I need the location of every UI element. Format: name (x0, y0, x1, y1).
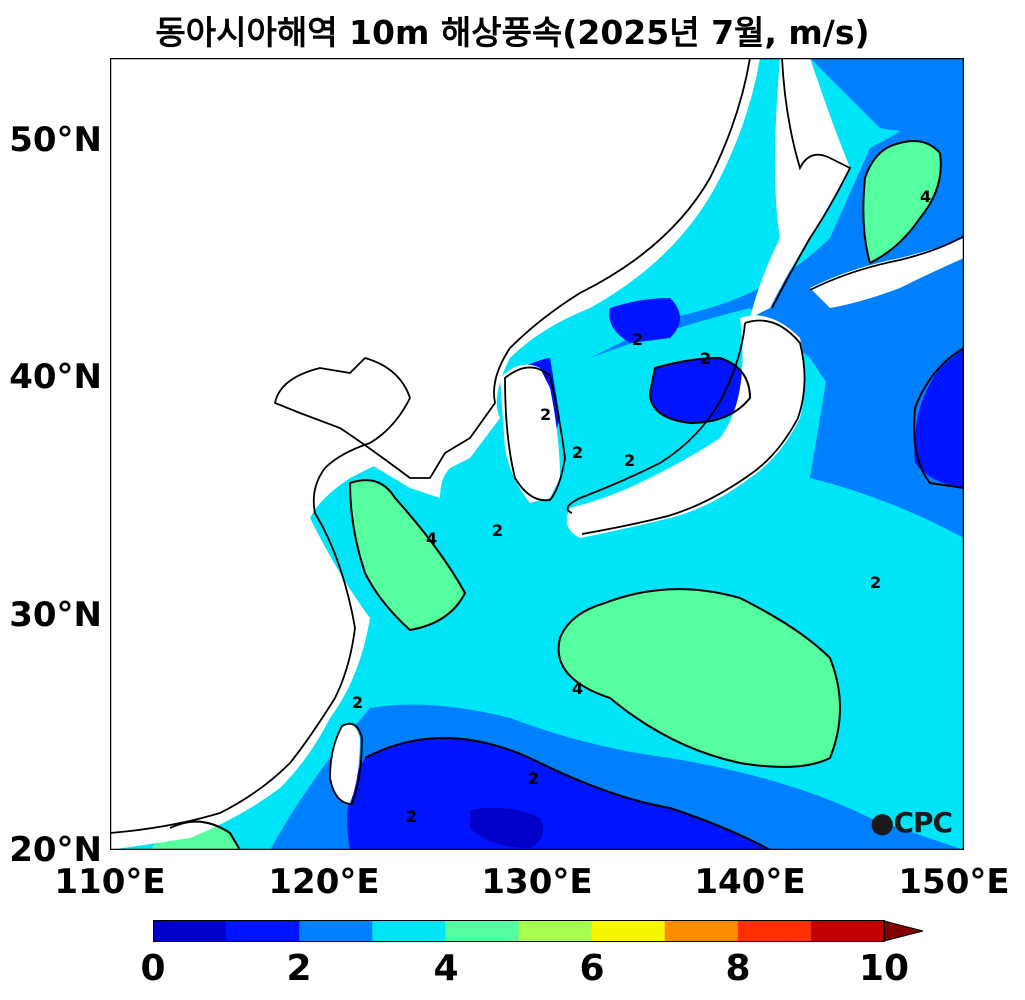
colorbar-cell (153, 921, 227, 941)
contour-label: 4 (426, 529, 437, 548)
coast-china (110, 397, 411, 834)
coast-taiwan (329, 722, 363, 805)
colorbar (153, 920, 924, 942)
field-4-5-okhotsk (863, 140, 941, 263)
land-sakhalin (750, 58, 850, 318)
contour-label: 2 (352, 693, 363, 712)
coast-japan-seaside (566, 322, 746, 514)
contour-4-pacific (557, 588, 841, 768)
field-1-2-south (347, 738, 770, 850)
colorbar-cell (664, 921, 739, 941)
wind-speed-map: 2 2 2 2 2 2 2 2 2 2 4 4 4 (110, 58, 964, 850)
field-2-3-north (810, 58, 964, 132)
coast-japan-pacific (581, 319, 806, 535)
contour-label: 2 (540, 405, 551, 424)
colorbar-cell (372, 921, 446, 941)
contour-label: 2 (870, 573, 881, 592)
contour-label: 2 (406, 807, 417, 826)
colorbar-cells (153, 920, 924, 942)
colorbar-cell (226, 921, 300, 941)
field-4-5-pacific (558, 589, 840, 767)
field-4-5-ecs (350, 480, 465, 630)
contour-2-south (364, 737, 771, 850)
lat-label-20n: 20°N (9, 830, 102, 870)
cpc-logo: ●CPC (870, 806, 953, 839)
lon-label-150e: 150°E (898, 862, 1010, 902)
contour-label-group: 2 2 2 2 2 2 2 2 2 2 4 4 4 (352, 187, 931, 826)
colorbar-label: 2 (286, 948, 312, 989)
lat-label-30n: 30°N (9, 595, 102, 635)
colorbar-label: 0 (140, 948, 166, 989)
land-asia (110, 58, 760, 850)
map-title: 동아시아해역 10m 해상풍속(2025년 7월, m/s) (155, 13, 870, 52)
lon-label-120e: 120°E (268, 862, 380, 902)
coast-mainland (273, 58, 751, 479)
contours (169, 140, 964, 850)
field-1-2-pacific (914, 348, 964, 488)
contour-label: 2 (492, 521, 503, 540)
coast-korea (504, 366, 566, 502)
lon-label-130e: 130°E (481, 862, 593, 902)
land-taiwan (330, 724, 360, 803)
colorbar-cell (518, 921, 593, 941)
colorbar-cell (299, 921, 373, 941)
cpc-logo-text: CPC (893, 806, 953, 839)
field-0-1 (470, 807, 544, 848)
lat-label-50n: 50°N (9, 120, 102, 160)
map-frame: 2 2 2 2 2 2 2 2 2 2 4 4 4 (110, 58, 964, 850)
contour-label: 2 (624, 451, 635, 470)
lon-label-110e: 110°E (54, 862, 166, 902)
contour-label: 4 (572, 679, 583, 698)
contour-4-okhotsk (862, 140, 942, 265)
coastlines (110, 58, 964, 834)
colorbar-label: 10 (858, 948, 910, 989)
contour-label: 2 (528, 769, 539, 788)
colorbar-cell (591, 921, 666, 941)
colorbar-cell (810, 921, 885, 941)
field-1-2-eastsea (650, 358, 750, 423)
contour-label: 2 (632, 330, 643, 349)
map-border (110, 58, 964, 850)
colorbar-extend-arrow (883, 920, 924, 942)
contour-label: 4 (920, 187, 931, 206)
contour-4-ecs (348, 479, 467, 632)
land-kuril (810, 238, 964, 308)
lon-label-140e: 140°E (694, 862, 806, 902)
colorbar-cell (445, 921, 519, 941)
contour-4-scs (169, 820, 241, 850)
colorbar-outline (153, 920, 885, 942)
contour-label: 2 (700, 349, 711, 368)
colorbar-label: 6 (579, 948, 605, 989)
contour-2-eastsea (648, 356, 752, 425)
colorbar-cell (737, 921, 812, 941)
lat-label-40n: 40°N (9, 357, 102, 397)
cpc-logo-ring: ● (870, 806, 894, 839)
coast-kuril (809, 235, 964, 291)
land-korea (500, 364, 560, 503)
coast-sakhalin (771, 58, 852, 309)
field-1-2-eastsea-n (609, 298, 680, 343)
colorbar-label: 8 (725, 948, 751, 989)
contour-label: 2 (572, 443, 583, 462)
colorbar-label: 4 (433, 948, 459, 989)
contour-2-pacific (913, 347, 964, 489)
land-japan (566, 315, 805, 538)
